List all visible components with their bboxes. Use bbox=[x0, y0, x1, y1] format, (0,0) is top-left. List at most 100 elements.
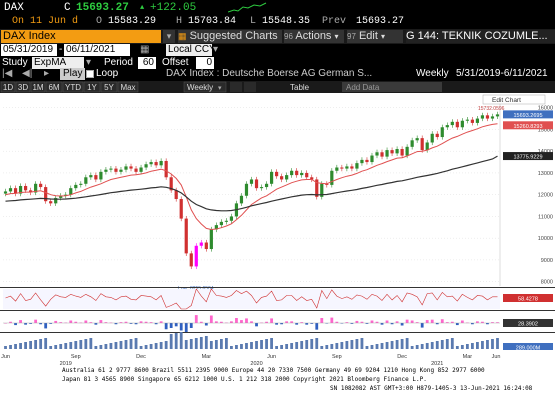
histogram-bar bbox=[325, 323, 329, 324]
quote-bar: DAX C 15693.27 ▲ +122.05 bbox=[0, 0, 555, 16]
offset-field[interactable]: 0 bbox=[196, 57, 214, 69]
high-value: 15703.84 bbox=[188, 16, 237, 27]
volume-bar bbox=[240, 344, 243, 349]
volume-bar bbox=[64, 343, 68, 349]
volume-bar bbox=[335, 343, 339, 349]
histogram-bar bbox=[54, 320, 58, 323]
volume-bar bbox=[370, 345, 374, 349]
period-button-max[interactable] bbox=[117, 81, 139, 93]
period-button-ytd[interactable] bbox=[62, 81, 84, 93]
histogram-bar bbox=[204, 323, 208, 326]
volume-bar bbox=[209, 341, 213, 349]
period-button-1m[interactable] bbox=[30, 81, 46, 93]
candle-body bbox=[485, 115, 490, 119]
histogram-bar bbox=[280, 323, 284, 325]
table-button[interactable]: Table bbox=[290, 83, 310, 92]
histogram-bar bbox=[290, 321, 294, 323]
end-date-field[interactable]: 06/11/2021 bbox=[64, 44, 130, 56]
candle-body bbox=[395, 149, 399, 154]
period-button-3d[interactable] bbox=[15, 81, 31, 93]
histogram-bar bbox=[14, 323, 17, 326]
candle-body bbox=[129, 166, 133, 169]
volume-bar bbox=[300, 341, 304, 349]
volume-bar bbox=[470, 343, 474, 349]
date-row: 05/31/2019 - 06/11/2021 ▦ Local CCY ▾ bbox=[0, 44, 555, 57]
candle-body bbox=[214, 225, 218, 230]
high-label: H bbox=[176, 16, 183, 27]
volume-bar bbox=[159, 342, 163, 349]
footer: Australia 61 2 9777 8600 Brazil 5511 239… bbox=[0, 366, 555, 400]
period-label: 3D bbox=[18, 83, 28, 92]
candle-body bbox=[470, 119, 474, 123]
step-back-icon[interactable]: ◀| bbox=[22, 68, 33, 79]
security-input[interactable]: DAX Index bbox=[1, 30, 161, 43]
histogram-bar bbox=[194, 315, 198, 323]
edit-menu[interactable]: 97 Edit ▾ bbox=[347, 30, 403, 43]
candle-body bbox=[109, 168, 113, 170]
candle-body bbox=[495, 114, 500, 117]
suggested-charts-button[interactable]: ▦ Suggested Charts bbox=[178, 30, 282, 43]
actions-menu[interactable]: 96 Actions ▾ bbox=[284, 30, 344, 43]
period-button-1d[interactable] bbox=[0, 81, 16, 93]
x-tick-label: Jun bbox=[267, 354, 276, 360]
volume-bar bbox=[315, 338, 319, 349]
chevron-down-icon[interactable]: ▾ bbox=[86, 57, 92, 68]
chevron-down-icon: ▾ bbox=[334, 32, 339, 41]
play-button[interactable]: Play bbox=[60, 68, 86, 80]
histogram-bar bbox=[19, 320, 22, 323]
volume-bar bbox=[265, 339, 268, 349]
actions-label: Actions bbox=[295, 30, 332, 42]
rsi-tag: 58.4278 bbox=[518, 297, 538, 303]
edit-label: Edit bbox=[358, 30, 378, 42]
candle-body bbox=[370, 155, 374, 163]
volume-bar bbox=[139, 346, 143, 349]
x-tick-label: Sep bbox=[71, 354, 81, 360]
prev-value: 15693.27 bbox=[356, 16, 405, 27]
calendar-icon[interactable]: ▦ bbox=[140, 44, 150, 55]
volume-bar bbox=[420, 344, 424, 349]
histogram-bar bbox=[310, 323, 314, 324]
frequency-select[interactable] bbox=[183, 81, 227, 93]
x-tick-label: Jun bbox=[492, 354, 501, 360]
candle-body bbox=[350, 166, 354, 169]
candle-body bbox=[54, 197, 58, 204]
currency-select[interactable]: Local CCY bbox=[166, 44, 216, 56]
candle-body bbox=[204, 242, 208, 250]
rewind-icon[interactable]: |◀ bbox=[2, 68, 13, 79]
up-arrow-icon: ▲ bbox=[140, 4, 145, 12]
histogram-bar bbox=[275, 323, 279, 325]
histogram-bar bbox=[74, 321, 78, 323]
period-button-1y[interactable] bbox=[83, 81, 101, 93]
y-tick-label: 16000 bbox=[538, 106, 553, 112]
study-select[interactable]: ExpMA bbox=[32, 57, 84, 69]
candle-body bbox=[189, 253, 193, 267]
candle-body bbox=[445, 125, 449, 128]
volume-bar bbox=[255, 341, 258, 349]
x-axis-bg bbox=[0, 350, 555, 366]
loop-checkbox[interactable] bbox=[86, 70, 94, 78]
volume-bar bbox=[360, 338, 364, 349]
period-button-6m[interactable] bbox=[45, 81, 63, 93]
chevron-down-icon[interactable]: ▾ bbox=[213, 44, 219, 55]
dropdown-arrow-icon[interactable]: ▾ bbox=[163, 30, 175, 43]
period-button-5y[interactable] bbox=[100, 81, 118, 93]
period-field[interactable]: 60 bbox=[138, 57, 156, 69]
start-date-field[interactable]: 05/31/2019 bbox=[1, 44, 57, 56]
step-forward-icon[interactable]: ▸ bbox=[44, 68, 50, 79]
edit-chart-button[interactable] bbox=[482, 94, 546, 105]
histogram-bar bbox=[390, 323, 394, 325]
histogram-bar bbox=[430, 319, 434, 323]
price-chart[interactable]: 1D 3D 1M 6M YTD 1Y 5Y Max Weekly ▾ Table Add Data 1… bbox=[0, 81, 555, 366]
histogram-bar bbox=[139, 321, 143, 323]
histogram-bar bbox=[179, 323, 183, 331]
volume-bar bbox=[270, 338, 273, 349]
last-price: 15693.27 bbox=[76, 2, 129, 14]
candle-body bbox=[18, 185, 23, 194]
volume-bar bbox=[445, 339, 449, 349]
candle-body bbox=[400, 149, 404, 156]
volume-bar bbox=[430, 342, 434, 349]
histogram-bar bbox=[119, 322, 123, 323]
candle-body bbox=[69, 188, 73, 195]
volume-bar bbox=[375, 344, 379, 349]
histogram-bar bbox=[59, 322, 63, 323]
